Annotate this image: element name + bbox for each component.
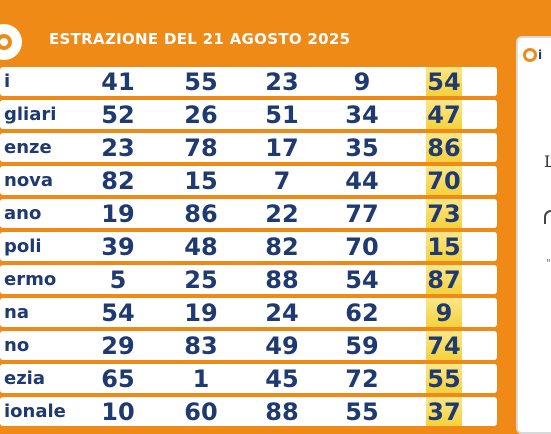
drawn-number: 22 <box>265 200 299 228</box>
table-row: gliari 52 26 51 34 47 <box>0 100 497 129</box>
city-name: ano <box>4 203 42 224</box>
drawn-number: 77 <box>345 200 379 228</box>
city-name: gliari <box>4 104 57 125</box>
extra-number-highlight <box>426 232 462 261</box>
drawn-number: 83 <box>184 332 218 360</box>
drawn-number: 23 <box>265 68 299 96</box>
side-logo-icon <box>523 48 537 62</box>
table-row: ano 19 86 22 77 73 <box>0 199 497 228</box>
drawn-number: 7 <box>273 167 291 195</box>
drawn-number: 55 <box>184 68 218 96</box>
extra-number: 87 <box>427 266 461 294</box>
side-panel <box>516 36 551 434</box>
extra-number-highlight <box>426 133 462 162</box>
extra-number: 47 <box>427 101 461 129</box>
extra-number: 55 <box>427 365 461 393</box>
table-row: ermo 5 25 88 54 87 <box>0 265 497 294</box>
extra-number-highlight <box>426 397 462 426</box>
drawn-number: 10 <box>101 398 135 426</box>
drawn-number: 25 <box>184 266 218 294</box>
drawn-number: 45 <box>265 365 299 393</box>
drawn-number: 78 <box>184 134 218 162</box>
logo-ring-icon <box>0 34 12 50</box>
drawn-number: 51 <box>265 101 299 129</box>
side-panel-quote: " <box>546 258 551 269</box>
drawn-number: 52 <box>101 101 135 129</box>
drawn-number: 44 <box>345 167 379 195</box>
table-row: nova 82 15 7 44 70 <box>0 166 497 195</box>
extra-number: 15 <box>427 233 461 261</box>
drawn-number: 29 <box>101 332 135 360</box>
drawn-number: 5 <box>109 266 127 294</box>
page-title: ESTRAZIONE DEL 21 AGOSTO 2025 <box>49 30 351 48</box>
drawn-number: 82 <box>265 233 299 261</box>
drawn-number: 60 <box>184 398 218 426</box>
table-row: no 29 83 49 59 74 <box>0 331 497 360</box>
city-name: poli <box>4 236 42 257</box>
drawn-number: 48 <box>184 233 218 261</box>
side-panel-curve <box>544 210 551 224</box>
drawn-number: 88 <box>265 266 299 294</box>
extra-number: 9 <box>435 299 453 327</box>
city-name: ezia <box>4 368 46 389</box>
drawn-number: 15 <box>184 167 218 195</box>
city-name: enze <box>4 137 52 158</box>
drawn-number: 17 <box>265 134 299 162</box>
drawn-number: 70 <box>345 233 379 261</box>
table-row: poli 39 48 82 70 15 <box>0 232 497 261</box>
extra-number-highlight <box>426 265 462 294</box>
extra-number-highlight <box>426 100 462 129</box>
header-bar: ESTRAZIONE DEL 21 AGOSTO 2025 <box>0 0 520 62</box>
drawn-number: 35 <box>345 134 379 162</box>
drawn-number: 82 <box>101 167 135 195</box>
table-row: i 41 55 23 9 54 <box>0 67 497 96</box>
drawn-number: 23 <box>101 134 135 162</box>
drawn-number: 54 <box>101 299 135 327</box>
drawn-number: 9 <box>353 68 371 96</box>
drawn-number: 59 <box>345 332 379 360</box>
drawn-number: 19 <box>184 299 218 327</box>
extra-number: 73 <box>427 200 461 228</box>
extra-number: 70 <box>427 167 461 195</box>
extra-number-highlight <box>426 67 462 96</box>
extra-number-highlight <box>426 166 462 195</box>
extra-number-highlight <box>426 331 462 360</box>
drawn-number: 65 <box>101 365 135 393</box>
city-name: i <box>4 71 11 92</box>
extra-number: 86 <box>427 134 461 162</box>
drawn-number: 24 <box>265 299 299 327</box>
extra-number-highlight <box>426 199 462 228</box>
drawn-number: 39 <box>101 233 135 261</box>
city-name: no <box>4 335 30 356</box>
drawn-number: 19 <box>101 200 135 228</box>
city-name: ionale <box>4 401 66 422</box>
drawn-number: 88 <box>265 398 299 426</box>
drawn-number: 54 <box>345 266 379 294</box>
city-name: ermo <box>4 269 57 290</box>
drawn-number: 55 <box>345 398 379 426</box>
drawn-number: 62 <box>345 299 379 327</box>
drawn-number: 49 <box>265 332 299 360</box>
side-panel-mark: L <box>544 152 551 171</box>
table-row: ezia 65 1 45 72 55 <box>0 364 497 393</box>
drawn-number: 1 <box>192 365 210 393</box>
extra-number: 37 <box>427 398 461 426</box>
extra-number-highlight <box>426 298 462 327</box>
extra-number-highlight <box>426 364 462 393</box>
drawn-number: 34 <box>345 101 379 129</box>
drawn-number: 86 <box>184 200 218 228</box>
drawn-number: 72 <box>345 365 379 393</box>
side-logo-text: i <box>538 48 543 62</box>
drawn-number: 26 <box>184 101 218 129</box>
drawn-number: 41 <box>101 68 135 96</box>
city-name: nova <box>4 170 54 191</box>
table-row: enze 23 78 17 35 86 <box>0 133 497 162</box>
extra-number: 54 <box>427 68 461 96</box>
city-name: na <box>4 302 29 323</box>
table-row: na 54 19 24 62 9 <box>0 298 497 327</box>
extra-number: 74 <box>427 332 461 360</box>
table-row: ionale 10 60 88 55 37 <box>0 397 497 426</box>
